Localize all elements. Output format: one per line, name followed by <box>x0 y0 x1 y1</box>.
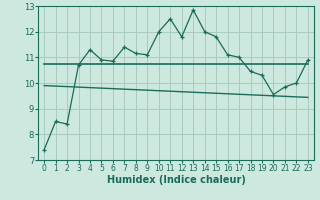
X-axis label: Humidex (Indice chaleur): Humidex (Indice chaleur) <box>107 175 245 185</box>
